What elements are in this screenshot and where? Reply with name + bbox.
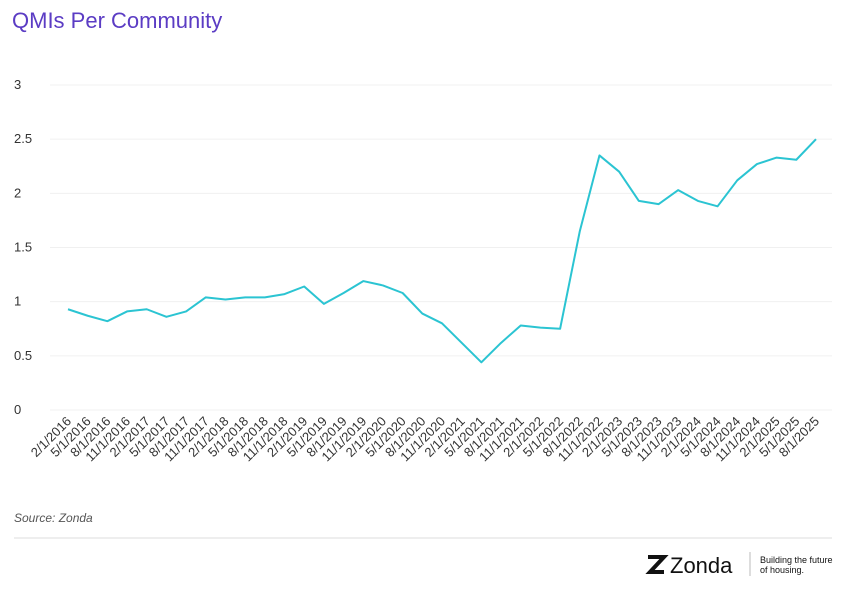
y-tick-label: 0 [14,402,21,417]
y-tick-label: 2 [14,185,21,200]
y-tick-label: 0.5 [14,348,32,363]
data-line [67,138,817,364]
tagline: Building the future [760,555,833,565]
brand: Zonda [670,553,733,578]
y-tick-label: 3 [14,77,21,92]
source: Source: Zonda [14,511,93,525]
y-tick-label: 1.5 [14,240,32,255]
tagline: of housing. [760,565,804,575]
chart-title: QMIs Per Community [12,8,222,33]
y-tick-label: 1 [14,294,21,309]
logo-icon [645,555,669,574]
y-tick-label: 2.5 [14,131,32,146]
